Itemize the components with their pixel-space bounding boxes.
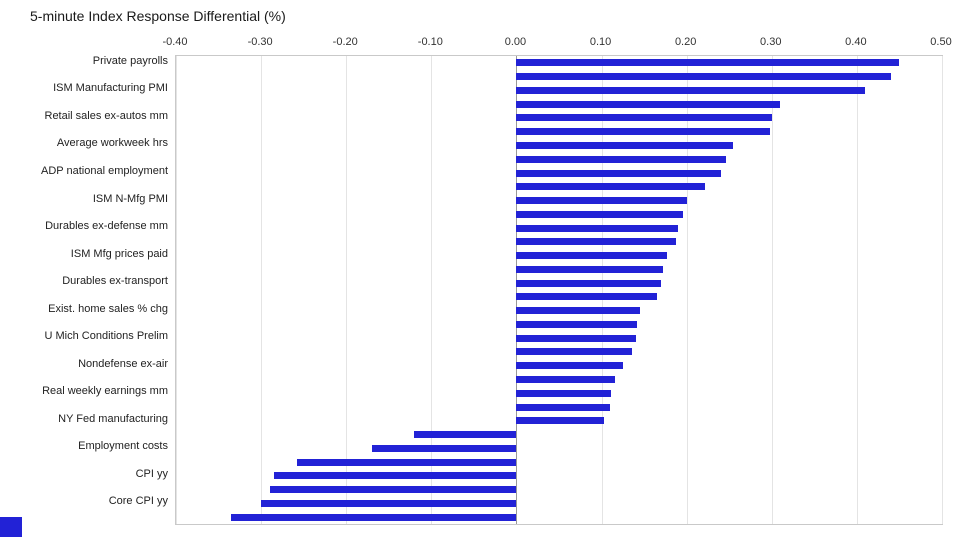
gridline xyxy=(942,56,943,524)
bar xyxy=(516,279,662,287)
x-tick-label: -0.10 xyxy=(417,36,443,48)
category-label: Retail sales ex-autos mm xyxy=(44,109,169,122)
gridline xyxy=(346,56,348,524)
bar xyxy=(516,375,616,383)
bar xyxy=(261,499,517,507)
chart-title: 5-minute Index Response Differential (%) xyxy=(30,8,286,24)
bar xyxy=(516,293,657,301)
bar xyxy=(516,141,734,149)
bar xyxy=(516,238,677,246)
category-label: CPI yy xyxy=(135,467,168,480)
x-tick-label: 0.50 xyxy=(930,36,952,48)
bar xyxy=(371,444,517,452)
plot-area xyxy=(175,55,943,525)
bar xyxy=(516,307,640,315)
bar xyxy=(296,458,517,466)
bar xyxy=(516,128,771,136)
x-tick-label: -0.20 xyxy=(332,36,358,48)
category-label: Core CPI yy xyxy=(108,495,168,508)
bar xyxy=(516,417,605,425)
bar xyxy=(516,114,772,122)
bar xyxy=(516,252,668,260)
bar xyxy=(516,100,781,108)
bar xyxy=(516,183,706,191)
bar xyxy=(516,403,611,411)
bar xyxy=(516,348,633,356)
bar xyxy=(273,472,517,480)
bar xyxy=(231,513,517,521)
x-tick-label: 0.00 xyxy=(504,36,527,48)
bar xyxy=(516,86,866,94)
category-label: U Mich Conditions Prelim xyxy=(44,330,168,343)
gridline xyxy=(771,56,773,524)
bar xyxy=(516,362,623,370)
category-label: ISM N-Mfg PMI xyxy=(92,192,168,205)
category-label: Nondefense ex-air xyxy=(78,357,168,370)
x-tick-label: 0.20 xyxy=(674,36,697,48)
gridline xyxy=(686,56,688,524)
brand-mark xyxy=(0,517,22,537)
x-tick-label: 0.10 xyxy=(589,36,612,48)
bar xyxy=(516,389,611,397)
bar xyxy=(516,59,900,67)
gridline xyxy=(431,56,433,524)
bar xyxy=(516,334,636,342)
category-label: Real weekly earnings mm xyxy=(42,385,168,398)
zero-axis-line xyxy=(516,56,518,524)
category-label: Average workweek hrs xyxy=(56,137,168,150)
category-label: Durables ex-transport xyxy=(62,275,168,288)
category-label: NY Fed manufacturing xyxy=(58,412,168,425)
gridline xyxy=(601,56,603,524)
x-tick-label: -0.30 xyxy=(247,36,273,48)
bar xyxy=(516,155,726,163)
x-tick-label: 0.40 xyxy=(845,36,867,48)
bar xyxy=(414,431,517,439)
x-tick-label: 0.30 xyxy=(760,36,782,48)
category-label: Durables ex-defense mm xyxy=(45,220,168,233)
bar xyxy=(516,197,687,205)
bar xyxy=(269,486,517,494)
category-label: ISM Manufacturing PMI xyxy=(53,82,168,95)
gridline xyxy=(261,56,263,524)
category-label: ISM Mfg prices paid xyxy=(70,247,168,260)
bar xyxy=(516,210,684,218)
bar xyxy=(516,320,638,328)
x-tick-label: -0.40 xyxy=(162,36,188,48)
category-label: Private payrolls xyxy=(92,54,168,67)
bar xyxy=(516,265,663,273)
category-label: Exist. home sales % chg xyxy=(48,302,168,315)
gridline xyxy=(856,56,858,524)
category-label: ADP national employment xyxy=(41,165,168,177)
bar xyxy=(516,224,679,232)
bar xyxy=(516,73,891,81)
category-label: Employment costs xyxy=(78,440,168,453)
bar xyxy=(516,169,721,177)
gridline xyxy=(176,56,177,524)
